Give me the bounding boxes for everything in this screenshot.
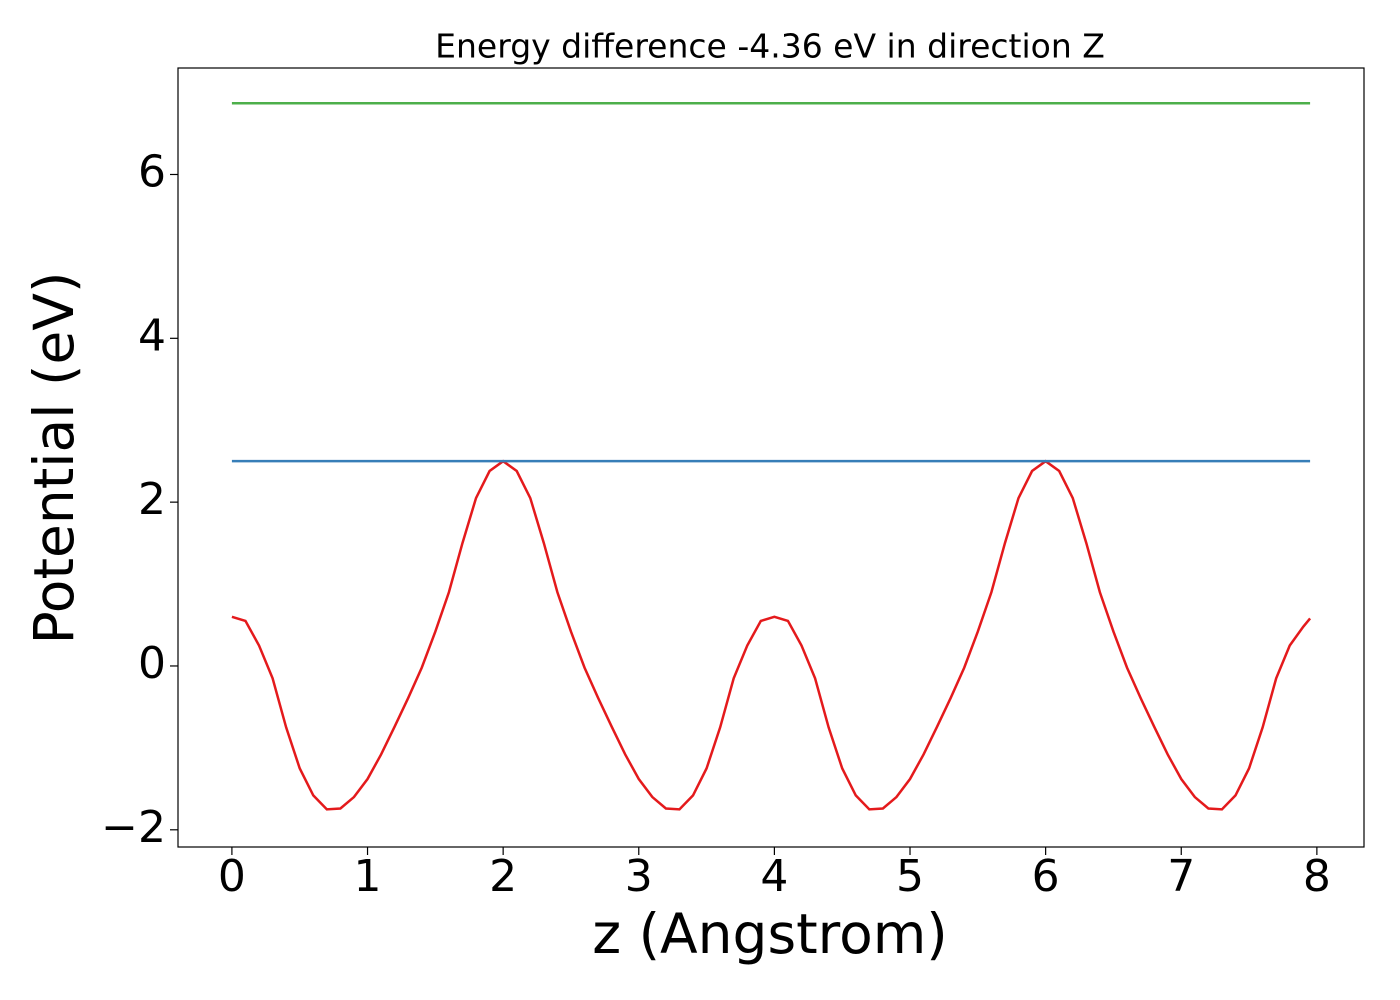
series-line [231, 459, 1312, 811]
x-tick-label: 3 [625, 851, 653, 902]
x-tick-label: 2 [489, 851, 517, 902]
x-tick-label: 7 [1167, 851, 1195, 902]
y-tick-label: 6 [138, 146, 166, 197]
x-tick-label: 4 [760, 851, 788, 902]
y-tick-label: 0 [138, 638, 166, 689]
chart-title: Energy difference -4.36 eV in direction … [435, 27, 1105, 66]
x-tick-label: 0 [218, 851, 246, 902]
y-tick-label: 4 [138, 310, 166, 361]
x-tick-label: 1 [354, 851, 382, 902]
y-axis-label: Potential (eV) [22, 272, 86, 645]
plot-frame [177, 67, 1365, 848]
y-tick-label: 2 [138, 474, 166, 525]
x-tick-label: 5 [896, 851, 924, 902]
x-tick-label: 6 [1032, 851, 1060, 902]
x-axis-label: z (Angstrom) [592, 902, 948, 966]
x-tick-label: 8 [1303, 851, 1331, 902]
y-tick-label: −2 [101, 802, 166, 853]
